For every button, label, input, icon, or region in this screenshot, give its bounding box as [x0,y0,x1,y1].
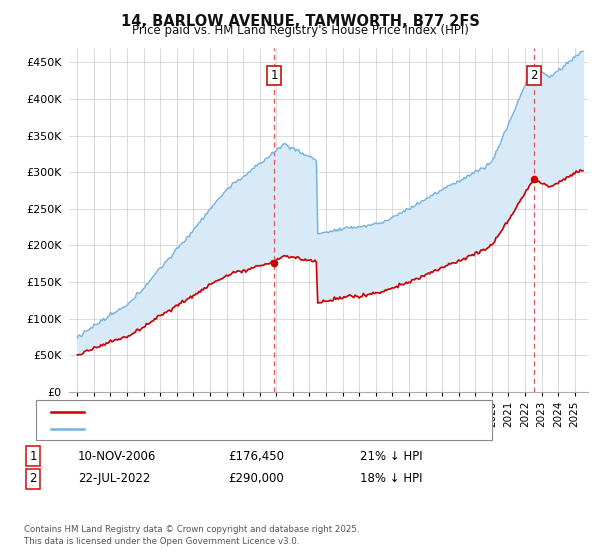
Text: 14, BARLOW AVENUE, TAMWORTH, B77 2FS: 14, BARLOW AVENUE, TAMWORTH, B77 2FS [121,14,479,29]
Text: 18% ↓ HPI: 18% ↓ HPI [360,472,422,486]
Text: Price paid vs. HM Land Registry's House Price Index (HPI): Price paid vs. HM Land Registry's House … [131,24,469,37]
Text: 1: 1 [270,69,278,82]
Text: 10-NOV-2006: 10-NOV-2006 [78,450,157,463]
Text: 21% ↓ HPI: 21% ↓ HPI [360,450,422,463]
Text: £176,450: £176,450 [228,450,284,463]
Text: 1: 1 [29,450,37,463]
Text: 22-JUL-2022: 22-JUL-2022 [78,472,151,486]
Text: 14, BARLOW AVENUE, TAMWORTH, B77 2FS (detached house): 14, BARLOW AVENUE, TAMWORTH, B77 2FS (de… [91,407,429,417]
Text: 2: 2 [29,472,37,486]
Text: HPI: Average price, detached house, Tamworth: HPI: Average price, detached house, Tamw… [91,423,347,433]
Text: £290,000: £290,000 [228,472,284,486]
Text: 2: 2 [530,69,538,82]
Text: Contains HM Land Registry data © Crown copyright and database right 2025.
This d: Contains HM Land Registry data © Crown c… [24,525,359,546]
